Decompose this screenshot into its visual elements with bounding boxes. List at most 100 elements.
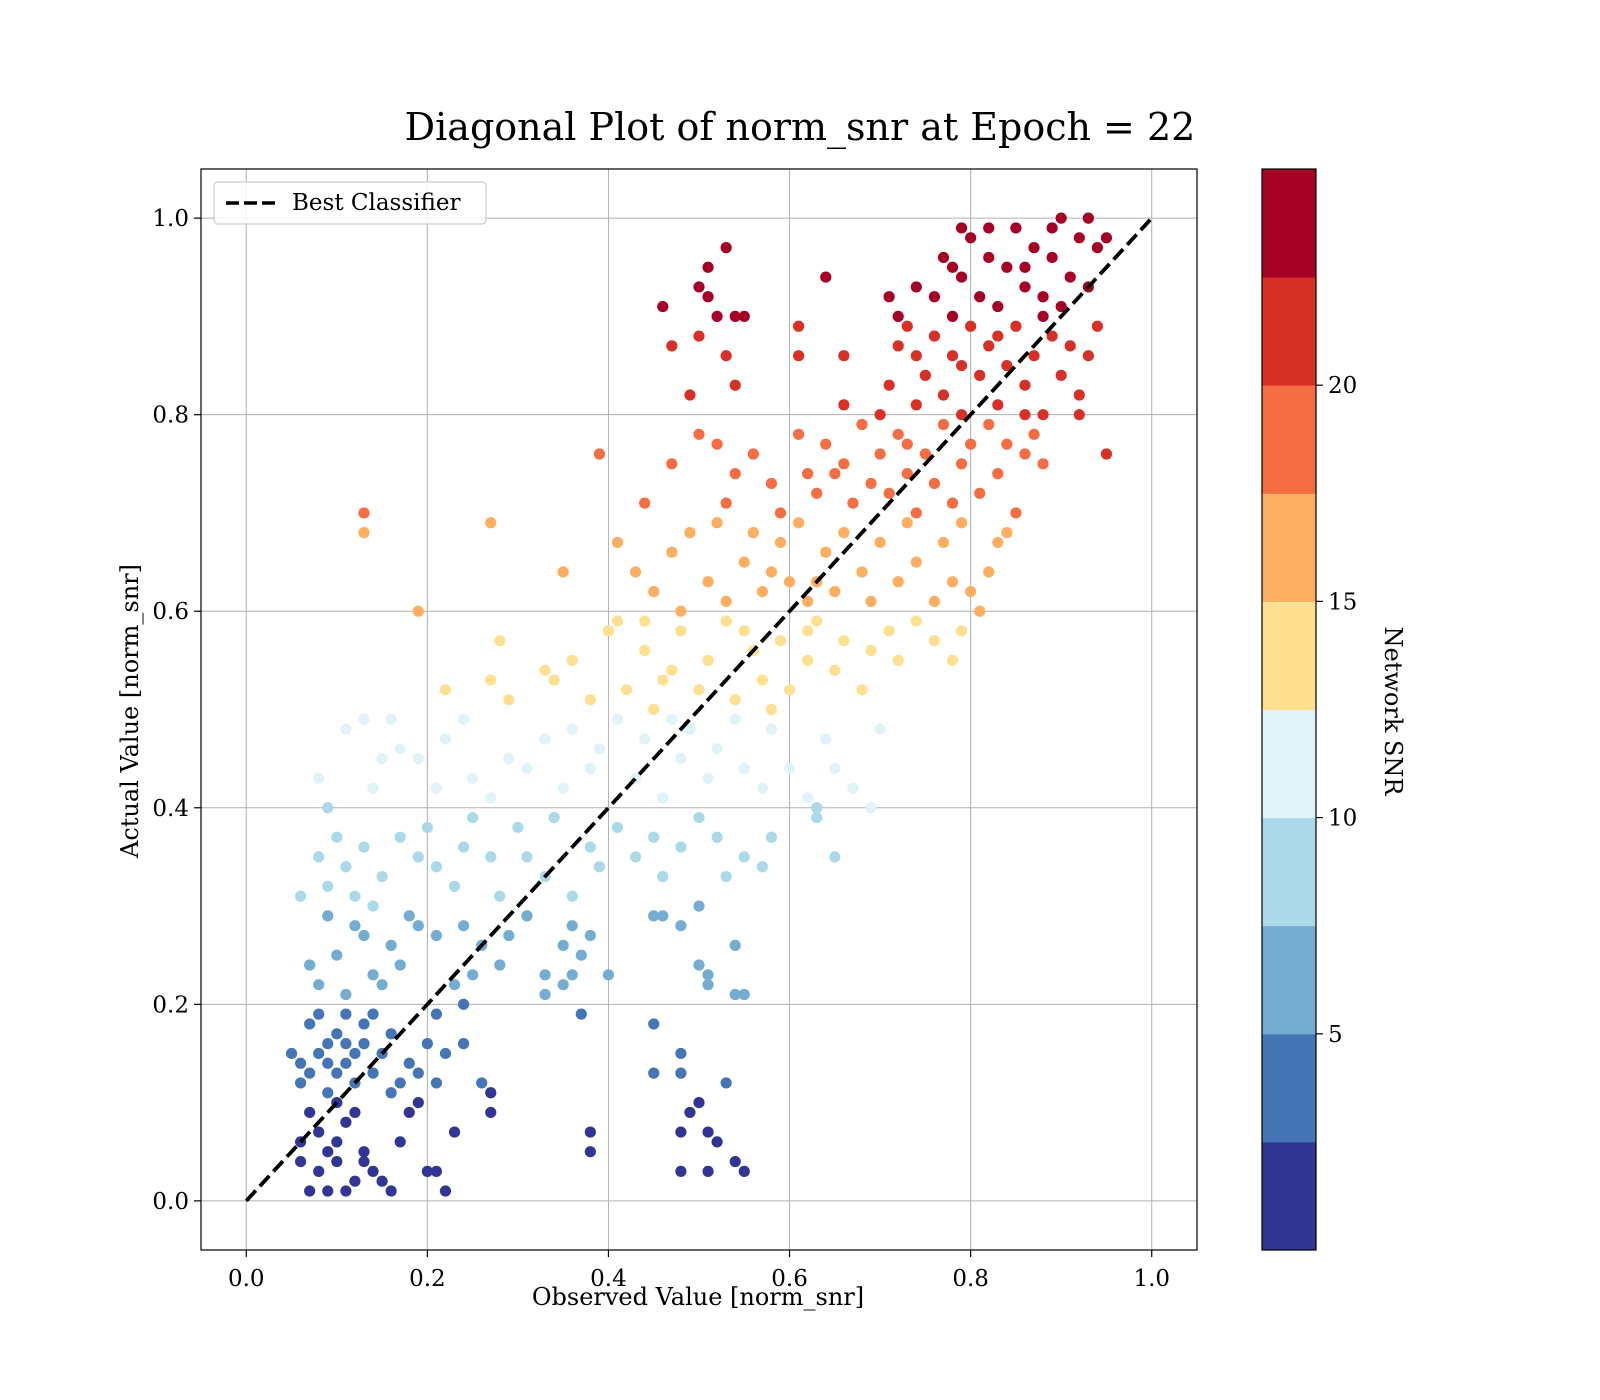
data-point-325 xyxy=(793,320,805,332)
data-point-186 xyxy=(702,772,714,784)
data-point-244 xyxy=(630,566,642,578)
data-point-306 xyxy=(937,418,950,431)
data-point-28 xyxy=(729,1155,741,1168)
data-point-395 xyxy=(955,222,968,234)
data-point-245 xyxy=(648,585,660,598)
data-point-4 xyxy=(322,1185,334,1197)
data-point-189 xyxy=(738,762,750,775)
data-point-371 xyxy=(910,281,922,293)
data-point-353 xyxy=(1091,320,1103,332)
data-point-102 xyxy=(557,979,569,991)
data-point-285 xyxy=(711,438,723,450)
data-point-187 xyxy=(711,743,723,755)
data-point-290 xyxy=(774,507,787,519)
data-point-57 xyxy=(412,1067,424,1079)
data-point-173 xyxy=(503,753,515,765)
data-point-81 xyxy=(331,949,343,961)
data-point-382 xyxy=(1019,281,1031,293)
y-tick-label-3: 0.6 xyxy=(152,599,189,625)
data-point-270 xyxy=(946,576,959,588)
data-point-314 xyxy=(1010,507,1022,519)
data-point-155 xyxy=(811,802,823,814)
data-point-269 xyxy=(937,536,950,549)
data-point-100 xyxy=(539,988,551,1001)
data-point-52 xyxy=(385,1028,397,1040)
data-point-308 xyxy=(955,458,968,470)
data-point-257 xyxy=(793,517,805,529)
data-point-216 xyxy=(720,615,732,627)
data-point-115 xyxy=(729,939,741,951)
data-point-86 xyxy=(385,939,397,951)
data-point-336 xyxy=(937,389,950,401)
data-point-67 xyxy=(476,1077,488,1089)
data-point-132 xyxy=(457,841,470,853)
data-point-361 xyxy=(693,281,705,293)
data-point-376 xyxy=(965,232,977,244)
data-point-142 xyxy=(593,861,606,873)
data-point-13 xyxy=(376,1175,388,1187)
data-point-228 xyxy=(883,625,895,637)
data-point-55 xyxy=(394,1077,406,1089)
data-point-278 xyxy=(765,566,778,578)
data-point-367 xyxy=(711,310,723,323)
data-point-294 xyxy=(820,438,832,450)
data-point-240 xyxy=(412,605,424,617)
data-point-246 xyxy=(666,546,678,558)
data-point-359 xyxy=(992,330,1004,342)
data-point-335 xyxy=(928,330,941,342)
data-point-388 xyxy=(1073,232,1085,244)
data-point-271 xyxy=(955,517,968,529)
data-point-150 xyxy=(720,870,732,883)
data-point-273 xyxy=(974,605,986,617)
data-point-149 xyxy=(711,831,723,843)
data-point-392 xyxy=(1055,300,1067,313)
data-point-204 xyxy=(548,674,560,686)
chart-title: Diagonal Plot of norm_snr at Epoch = 22 xyxy=(405,105,1196,150)
data-point-50 xyxy=(322,1087,334,1099)
data-point-398 xyxy=(1046,222,1058,234)
data-point-176 xyxy=(557,782,569,794)
data-point-264 xyxy=(874,536,886,549)
data-point-163 xyxy=(367,782,379,794)
colorbar-segment-3 xyxy=(1262,817,1316,927)
data-point-126 xyxy=(394,831,406,843)
data-point-71 xyxy=(675,1047,687,1060)
legend-label-best-classifier: Best Classifier xyxy=(292,190,460,216)
data-point-183 xyxy=(657,792,669,804)
data-point-284 xyxy=(693,428,705,440)
data-point-91 xyxy=(394,959,406,971)
data-point-347 xyxy=(1037,409,1049,421)
data-point-374 xyxy=(946,310,959,323)
data-point-84 xyxy=(367,969,379,981)
data-point-157 xyxy=(421,821,433,834)
data-point-172 xyxy=(485,792,497,804)
data-point-32 xyxy=(702,1165,714,1177)
data-point-293 xyxy=(811,487,823,499)
data-point-303 xyxy=(910,507,922,519)
data-point-94 xyxy=(457,920,470,932)
data-point-200 xyxy=(485,674,497,686)
data-point-108 xyxy=(648,910,660,922)
data-point-162 xyxy=(358,713,370,725)
data-point-169 xyxy=(439,733,452,745)
y-tick-label-1: 0.2 xyxy=(152,992,189,1018)
data-point-393 xyxy=(1037,310,1049,323)
data-point-295 xyxy=(838,458,850,470)
data-point-179 xyxy=(593,743,606,755)
data-point-281 xyxy=(593,448,606,460)
data-point-253 xyxy=(747,527,759,539)
data-point-49 xyxy=(367,1067,379,1079)
data-point-250 xyxy=(711,517,723,529)
data-point-153 xyxy=(765,831,778,843)
colorbar-segment-1 xyxy=(1262,1033,1316,1143)
data-point-289 xyxy=(765,477,778,490)
data-point-368 xyxy=(820,271,832,283)
data-point-291 xyxy=(793,428,805,440)
data-point-205 xyxy=(566,654,578,666)
data-point-130 xyxy=(430,861,443,873)
data-point-229 xyxy=(892,654,904,666)
colorbar-segment-9 xyxy=(1262,169,1316,278)
data-point-17 xyxy=(412,1096,424,1109)
data-point-10 xyxy=(367,1165,379,1177)
data-point-307 xyxy=(946,497,959,509)
